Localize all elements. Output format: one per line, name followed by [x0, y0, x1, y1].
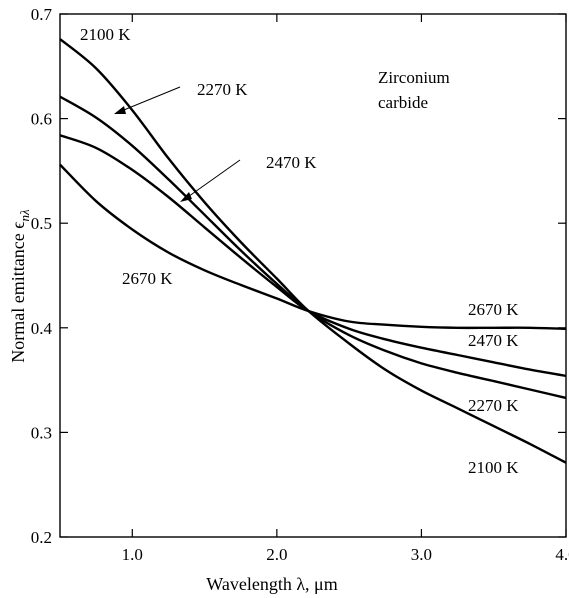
curve-label-2670k-left: 2670 K: [122, 269, 173, 288]
x-axis-ticks: 1.0 2.0 3.0 4.0: [122, 14, 569, 564]
x-axis-title: Wavelength λ, μm: [206, 574, 337, 594]
curve-label-2470k-right: 2470 K: [468, 331, 519, 350]
x-tick-label: 3.0: [411, 545, 432, 564]
y-tick-label: 0.7: [31, 5, 53, 24]
arrow-2270k-head: [114, 106, 126, 114]
y-tick-label: 0.5: [31, 214, 52, 233]
curve-label-2100k-left: 2100 K: [80, 25, 131, 44]
y-axis-ticks: 0.2 0.3 0.4 0.5 0.6 0.7: [31, 5, 566, 547]
material-label-line1: Zirconium: [378, 68, 450, 87]
curve-label-2270k-right: 2270 K: [468, 396, 519, 415]
curve-label-2270k-left: 2270 K: [197, 80, 248, 99]
x-tick-label: 4.0: [555, 545, 569, 564]
arrow-2470k: [184, 159, 241, 200]
series-line-2670k: [59, 163, 567, 330]
curve-label-2670k-right: 2670 K: [468, 300, 519, 319]
y-tick-label: 0.4: [31, 319, 53, 338]
series-line-2270k: [59, 95, 567, 400]
material-label-line2: carbide: [378, 93, 428, 112]
curve-label-2100k-right: 2100 K: [468, 458, 519, 477]
y-tick-label: 0.3: [31, 423, 52, 442]
curve-label-2470k-left: 2470 K: [266, 153, 317, 172]
y-axis-title-sub: nλ: [17, 209, 32, 222]
arrow-2270k: [118, 86, 181, 113]
x-tick-label: 1.0: [122, 545, 143, 564]
annotation-arrows: [114, 86, 241, 202]
plot-frame: [59, 13, 567, 538]
y-axis-title-main: Normal emittance ϵ: [8, 221, 28, 362]
arrow-2470k-head: [180, 192, 192, 202]
y-axis-title: Normal emittance ϵnλ: [8, 209, 32, 363]
y-tick-label: 0.2: [31, 528, 52, 547]
x-tick-label: 2.0: [266, 545, 287, 564]
y-tick-label: 0.6: [31, 110, 52, 129]
series-lines: [59, 38, 567, 464]
